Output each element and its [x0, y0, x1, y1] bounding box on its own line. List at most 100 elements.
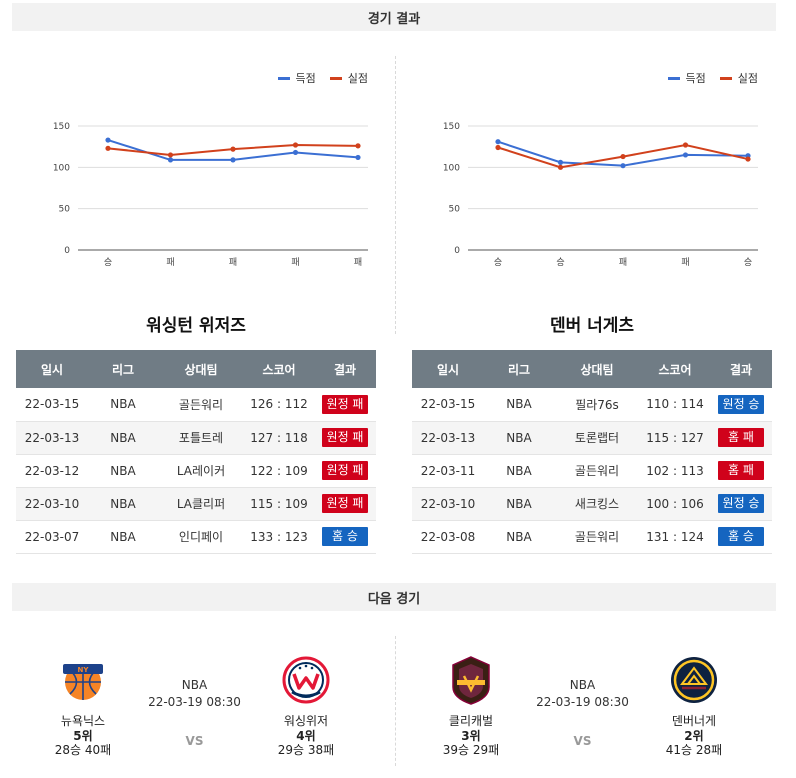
header-date: 일시 — [16, 350, 88, 388]
vs-label: VS — [138, 734, 251, 748]
match-home-team[interactable]: 클리캐벌 3위 39승 29패 — [416, 650, 526, 757]
x-tick-label: 승 — [104, 257, 112, 268]
data-point-scored — [620, 163, 625, 168]
y-tick-label: 50 — [449, 205, 461, 215]
cell-date: 22-03-07 — [16, 520, 88, 553]
chart-legend: 득점 실점 — [278, 70, 369, 86]
column-divider — [395, 56, 396, 334]
chart-legend: 득점 실점 — [668, 70, 759, 86]
table-row[interactable]: 22-03-10 NBA 새크킹스 100 : 106 원정 승 — [412, 487, 772, 520]
result-badge: 원정 패 — [322, 461, 368, 480]
data-point-scored — [293, 150, 298, 155]
cell-score: 102 : 113 — [640, 454, 710, 487]
next-games-section-title: 다음 경기 — [12, 583, 776, 611]
data-point-scored — [355, 155, 360, 160]
legend-item-scored[interactable]: 득점 — [668, 70, 706, 86]
legend-item-allowed[interactable]: 실점 — [330, 70, 368, 86]
legend-swatch-scored — [278, 77, 290, 80]
legend-label-scored: 득점 — [296, 70, 316, 86]
cell-result: 원정 승 — [710, 487, 772, 520]
cell-opponent: LA레이커 — [158, 454, 244, 487]
match-away-team[interactable]: 워싱위저 4위 29승 38패 — [251, 650, 361, 757]
x-tick-label: 패 — [681, 257, 689, 268]
cell-date: 22-03-10 — [412, 487, 484, 520]
cell-date: 22-03-13 — [412, 421, 484, 454]
result-badge: 홈 승 — [322, 527, 368, 546]
y-tick-label: 100 — [443, 163, 460, 173]
data-point-scored — [230, 157, 235, 162]
data-point-allowed — [558, 165, 563, 170]
results-table-denver: 일시 리그 상대팀 스코어 결과 22-03-15 NBA 필라76s 110 … — [412, 350, 772, 554]
team-name: 워싱위저 — [251, 714, 361, 728]
cell-result: 원정 승 — [710, 388, 772, 421]
match-info: NBA 22-03-19 08:30 VS — [138, 678, 251, 748]
table-row[interactable]: 22-03-15 NBA 필라76s 110 : 114 원정 승 — [412, 388, 772, 421]
y-tick-label: 150 — [53, 122, 70, 132]
header-date: 일시 — [412, 350, 484, 388]
next-match-card[interactable]: 클리캐벌 3위 39승 29패 NBA 22-03-19 08:30 VS 덴버… — [396, 650, 776, 760]
match-time: 22-03-19 08:30 — [526, 695, 639, 710]
team-rank: 3위 — [416, 729, 526, 743]
data-point-allowed — [230, 147, 235, 152]
data-point-allowed — [683, 142, 688, 147]
cell-result: 홈 패 — [710, 421, 772, 454]
x-tick-label: 승 — [494, 257, 502, 268]
cell-date: 22-03-10 — [16, 487, 88, 520]
table-row[interactable]: 22-03-15 NBA 골든워리 126 : 112 원정 패 — [16, 388, 376, 421]
table-row[interactable]: 22-03-07 NBA 인디페이 133 : 123 홈 승 — [16, 520, 376, 553]
cell-date: 22-03-15 — [412, 388, 484, 421]
data-point-scored — [495, 139, 500, 144]
cell-opponent: 골든워리 — [554, 520, 640, 553]
nuggets-logo-icon — [668, 654, 720, 706]
table-header-row: 일시 리그 상대팀 스코어 결과 — [16, 350, 376, 388]
cell-score: 122 : 109 — [244, 454, 314, 487]
cell-opponent: 새크킹스 — [554, 487, 640, 520]
next-match-card[interactable]: NY 뉴욕닉스 5위 28승 40패 NBA 22-03-19 08:30 VS… — [8, 650, 388, 760]
y-tick-label: 0 — [64, 246, 70, 256]
header-league: 리그 — [484, 350, 554, 388]
header-score: 스코어 — [640, 350, 710, 388]
result-badge: 홈 승 — [718, 527, 764, 546]
cavaliers-logo-icon — [445, 654, 497, 706]
cell-opponent: 인디페이 — [158, 520, 244, 553]
cell-date: 22-03-08 — [412, 520, 484, 553]
match-home-team[interactable]: NY 뉴욕닉스 5위 28승 40패 — [28, 650, 138, 757]
wizards-logo-icon — [280, 654, 332, 706]
result-badge: 홈 패 — [718, 428, 764, 447]
data-point-allowed — [105, 146, 110, 151]
result-badge: 원정 승 — [718, 395, 764, 414]
match-away-team[interactable]: 덴버너게 2위 41승 28패 — [639, 650, 749, 757]
cell-score: 131 : 124 — [640, 520, 710, 553]
team-record: 39승 29패 — [416, 743, 526, 757]
team-record: 28승 40패 — [28, 743, 138, 757]
x-tick-label: 패 — [619, 257, 627, 268]
legend-item-scored[interactable]: 득점 — [278, 70, 316, 86]
cell-league: NBA — [484, 520, 554, 553]
header-opponent: 상대팀 — [158, 350, 244, 388]
header-result: 결과 — [314, 350, 376, 388]
results-section-title: 경기 결과 — [12, 3, 776, 31]
legend-item-allowed[interactable]: 실점 — [720, 70, 758, 86]
table-row[interactable]: 22-03-13 NBA 토론랩터 115 : 127 홈 패 — [412, 421, 772, 454]
cell-result: 원정 패 — [314, 454, 376, 487]
data-point-allowed — [495, 145, 500, 150]
cell-score: 133 : 123 — [244, 520, 314, 553]
cell-league: NBA — [484, 454, 554, 487]
x-tick-label: 패 — [291, 257, 299, 268]
table-row[interactable]: 22-03-08 NBA 골든워리 131 : 124 홈 승 — [412, 520, 772, 553]
cell-league: NBA — [484, 421, 554, 454]
cell-date: 22-03-13 — [16, 421, 88, 454]
x-tick-label: 승 — [744, 257, 752, 268]
result-badge: 원정 패 — [322, 395, 368, 414]
team-title-denver: 덴버 너게츠 — [412, 311, 772, 336]
cell-score: 126 : 112 — [244, 388, 314, 421]
cell-league: NBA — [88, 421, 158, 454]
table-row[interactable]: 22-03-10 NBA LA클리퍼 115 : 109 원정 패 — [16, 487, 376, 520]
knicks-logo-icon: NY — [57, 654, 109, 706]
table-row[interactable]: 22-03-13 NBA 포틀트레 127 : 118 원정 패 — [16, 421, 376, 454]
cell-date: 22-03-15 — [16, 388, 88, 421]
table-row[interactable]: 22-03-12 NBA LA레이커 122 : 109 원정 패 — [16, 454, 376, 487]
table-row[interactable]: 22-03-11 NBA 골든워리 102 : 113 홈 패 — [412, 454, 772, 487]
cell-result: 원정 패 — [314, 487, 376, 520]
cell-date: 22-03-11 — [412, 454, 484, 487]
